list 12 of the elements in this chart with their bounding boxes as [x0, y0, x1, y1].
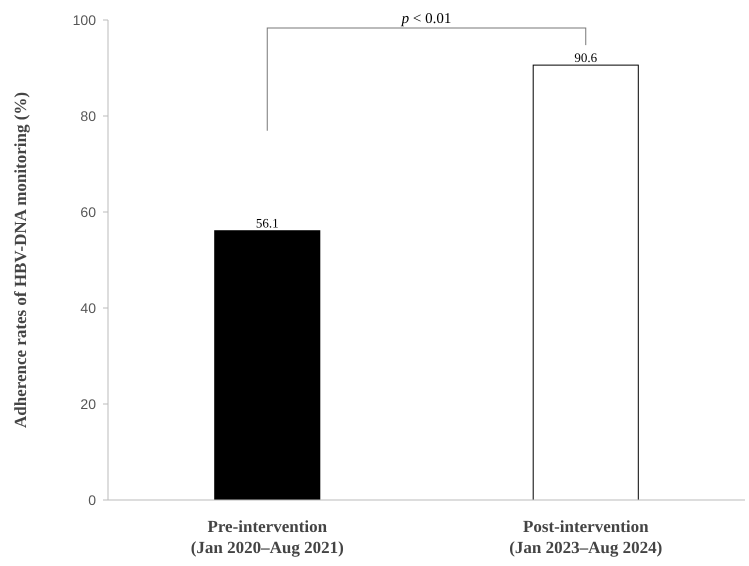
y-tick-label: 80 — [80, 108, 96, 124]
y-tick-label: 20 — [80, 396, 96, 412]
y-axis-title: Adherence rates of HBV-DNA monitoring (%) — [11, 92, 30, 428]
data-label: 90.6 — [574, 50, 598, 66]
y-tick-label: 60 — [80, 204, 96, 220]
x-tick-label: Post-intervention (Jan 2023–Aug 2024) — [509, 517, 662, 557]
y-tick-label: 0 — [88, 492, 96, 508]
annotation: p < 0.01 — [400, 11, 452, 27]
x-tick-label: Pre-intervention (Jan 2020–Aug 2021) — [190, 517, 344, 557]
y-tick-label: 100 — [72, 12, 96, 28]
y-tick-label: 40 — [80, 300, 96, 316]
data-label: 56.1 — [256, 216, 279, 231]
